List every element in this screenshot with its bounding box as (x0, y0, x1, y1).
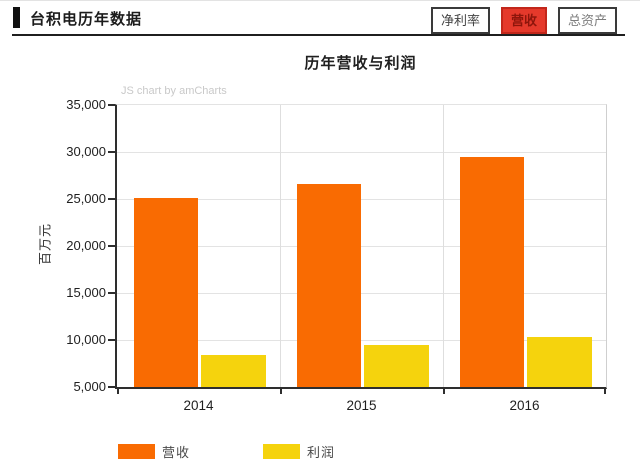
legend-swatch (118, 444, 155, 459)
h-gridline (117, 293, 606, 294)
h-gridline (117, 340, 606, 341)
h-gridline (117, 246, 606, 247)
header: 台积电历年数据 净利率 营收 总资产 (12, 1, 625, 36)
x-tick-label: 2015 (346, 398, 377, 413)
y-tick-label: 10,000 (66, 332, 106, 347)
y-tick-label: 5,000 (73, 379, 106, 394)
x-axis-labels: 2014 2015 2016 (117, 398, 606, 414)
y-tick-label: 30,000 (66, 144, 106, 159)
x-tick-mark (280, 389, 282, 394)
x-tick-label: 2016 (509, 398, 540, 413)
y-axis-labels: 5,000 10,000 15,000 20,000 25,000 30,000 35,00… (38, 97, 108, 394)
y-tick-mark (108, 386, 115, 388)
bar-利润-2014 (201, 354, 266, 387)
page-title: 台积电历年数据 (30, 11, 143, 28)
bar-营收-2016 (460, 156, 524, 387)
y-tick-label: 15,000 (66, 285, 106, 300)
title-accent-bar (13, 7, 20, 28)
v-gridline (443, 105, 444, 387)
bar-营收-2014 (134, 198, 198, 387)
tab-group: 净利率 营收 总资产 (430, 7, 617, 34)
tab-net-margin[interactable]: 净利率 (430, 7, 490, 34)
v-gridline (280, 105, 281, 387)
y-tick-mark (108, 151, 115, 153)
legend-label: 利润 (307, 445, 336, 460)
bar-利润-2016 (527, 337, 592, 387)
legend-label: 营收 (162, 445, 191, 460)
x-tick-label: 2014 (183, 398, 214, 413)
legend-item-利润[interactable]: 利润 (263, 442, 335, 461)
chart-title: 历年营收与利润 (304, 55, 417, 72)
legend: 营收 利润 (117, 442, 606, 460)
h-gridline (117, 152, 606, 153)
y-tick-label: 35,000 (66, 97, 106, 112)
legend-item-营收[interactable]: 营收 (118, 442, 190, 461)
tab-revenue[interactable]: 营收 (500, 7, 547, 34)
x-tick-mark (604, 389, 606, 394)
legend-swatch (263, 444, 300, 459)
y-tick-mark (108, 104, 115, 106)
amcharts-watermark: JS chart by amCharts (121, 85, 227, 97)
y-tick-mark (108, 245, 115, 247)
plot-area (108, 104, 607, 394)
bar-利润-2015 (364, 344, 429, 387)
h-gridline (117, 199, 606, 200)
y-tick-mark (108, 198, 115, 200)
bar-营收-2015 (297, 183, 361, 387)
y-tick-mark (108, 292, 115, 294)
x-tick-mark (443, 389, 445, 394)
y-tick-mark (108, 339, 115, 341)
tab-total-assets[interactable]: 总资产 (557, 7, 617, 34)
y-tick-label: 25,000 (66, 191, 106, 206)
x-tick-mark (117, 389, 119, 394)
y-tick-label: 20,000 (66, 238, 106, 253)
